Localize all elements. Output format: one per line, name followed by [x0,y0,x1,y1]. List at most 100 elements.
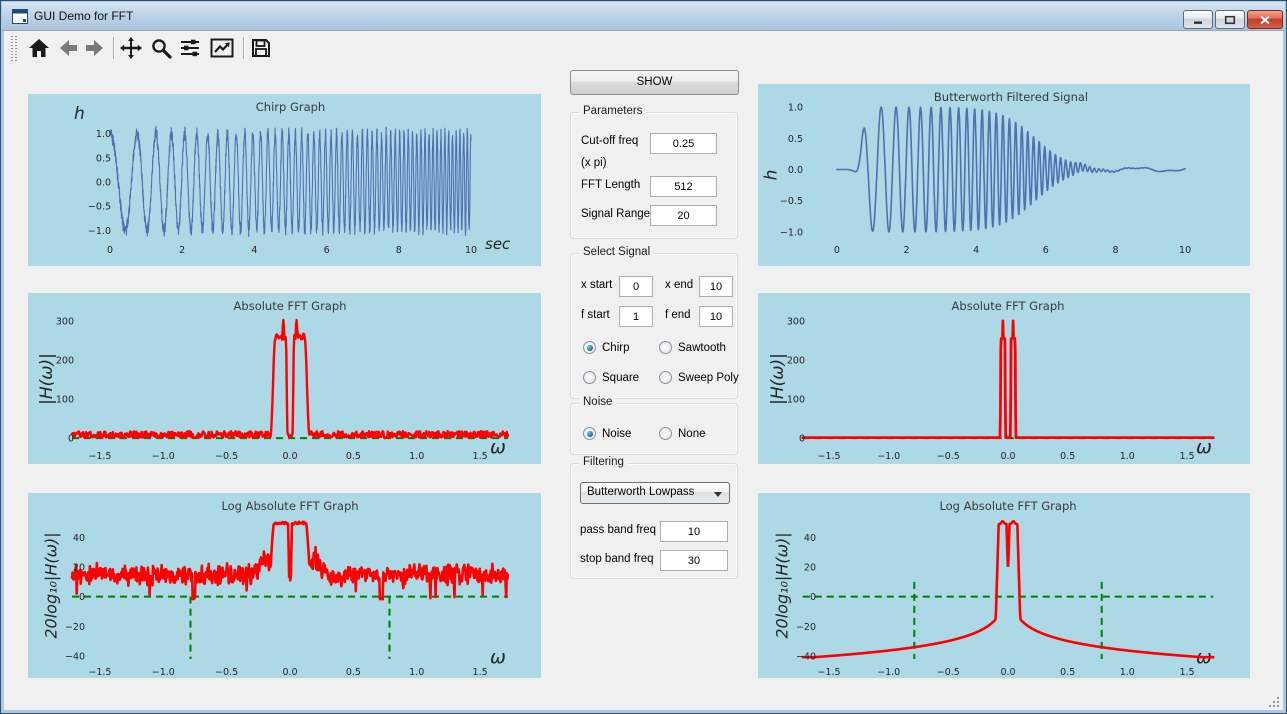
svg-text:2: 2 [903,245,909,256]
svg-text:100: 100 [787,395,805,406]
x-axis-label: sec [485,235,511,253]
svg-text:1.0: 1.0 [788,103,803,114]
x-axis-label: ω [490,646,506,668]
radio-none-label: None [678,428,706,440]
x-axis-label: ω [490,436,506,458]
svg-text:−0.5: −0.5 [88,202,111,213]
stop-band-freq-input[interactable] [660,550,728,571]
fft-length-label: FFT Length [581,179,641,191]
plot-canvas: 0 2 4 6 8 10 1.0 0.5 0.0 −0.5 −1.0 [88,125,477,256]
svg-text:0.0: 0.0 [1000,667,1015,678]
forward-arrow-icon[interactable] [81,34,109,62]
svg-text:−40: −40 [796,652,816,663]
svg-text:−1.0: −1.0 [152,667,175,678]
svg-text:0.5: 0.5 [96,153,111,164]
svg-text:10: 10 [465,245,477,256]
noise-group-label: Noise [579,396,617,408]
select-signal-group-label: Select Signal [579,246,655,258]
figure-butterworth-filtered-signal: Butterworth Filtered Signal h 0 2 4 6 8 10 1.0… [758,84,1250,266]
minimize-button[interactable] [1183,10,1213,29]
noise-groupbox: Noise Noise None [570,396,738,455]
pass-band-freq-label: pass band freq [580,524,657,536]
toolbar-grip[interactable] [15,36,17,61]
svg-text:0: 0 [79,592,85,603]
x-end-input[interactable] [699,276,733,297]
svg-text:0.5: 0.5 [346,667,361,678]
f-end-input[interactable] [699,306,733,327]
cutoff-freq-input[interactable] [650,133,717,154]
plot-canvas: −1.5 −1.0 −0.5 0.0 0.5 1.0 1.5 0 100 200 300 [787,316,1215,462]
f-start-input[interactable] [619,306,653,327]
svg-text:−1.5: −1.5 [88,667,111,678]
plot-title: Chirp Graph [255,100,326,114]
radio-sawtooth[interactable] [659,341,672,354]
maximize-button[interactable] [1215,10,1245,29]
plot-canvas: −1.5 −1.0 −0.5 0.0 0.5 1.0 1.5 0 100 200 300 [56,316,510,462]
radio-none[interactable] [659,427,672,440]
plot-title: Absolute FFT Graph [233,299,347,313]
signal-range-label: Signal Range [581,208,651,220]
svg-text:−0.5: −0.5 [780,196,803,207]
pan-icon[interactable] [117,34,145,62]
show-button[interactable]: SHOW [570,70,739,95]
back-arrow-icon[interactable] [54,34,82,62]
svg-text:−1.0: −1.0 [877,667,900,678]
f-end-label: f end [665,309,691,321]
x-start-input[interactable] [619,276,653,297]
figure-log-abs-fft-filtered: Log Absolute FFT Graph 20log₁₀|H(ω)| ω −… [758,493,1250,678]
radio-square[interactable] [583,371,596,384]
filter-type-dropdown[interactable]: Butterworth Lowpass [580,482,730,504]
svg-text:0.5: 0.5 [1060,667,1075,678]
radio-noise-label: Noise [602,428,632,440]
cutoff-freq-label: Cut-off freq [581,135,639,147]
edit-axes-icon[interactable] [208,34,236,62]
close-button[interactable] [1247,10,1283,29]
svg-text:−1.0: −1.0 [877,451,900,462]
svg-text:0: 0 [810,592,816,603]
window-title: GUI Demo for FFT [34,9,134,23]
svg-text:−1.5: −1.5 [88,451,111,462]
x-axis-label: ω [1196,436,1212,458]
fft-length-input[interactable] [650,176,717,197]
figure-abs-fft: Absolute FFT Graph |H(ω)| ω −1.5 −1.0 −0.5… [28,293,541,464]
zoom-to-rect-icon[interactable] [147,34,175,62]
svg-text:40: 40 [73,533,85,544]
svg-text:40: 40 [804,533,816,544]
title-bar[interactable]: GUI Demo for FFT [2,2,1285,31]
home-icon[interactable] [25,34,53,62]
parameters-group-label: Parameters [579,105,647,117]
radio-noise[interactable] [583,427,596,440]
configure-subplots-icon[interactable] [176,34,204,62]
resize-grip[interactable] [1268,696,1280,708]
plot-toolbar [5,32,1282,65]
svg-text:300: 300 [56,316,74,327]
plot-title: Log Absolute FFT Graph [939,499,1077,513]
svg-text:6: 6 [1043,245,1049,256]
svg-text:−0.5: −0.5 [215,451,238,462]
svg-text:−1.0: −1.0 [88,226,111,237]
radio-sweep-poly-label: Sweep Poly [678,372,739,384]
svg-text:0: 0 [68,434,74,445]
svg-text:1.5: 1.5 [473,667,488,678]
svg-text:−0.5: −0.5 [937,667,960,678]
pass-band-freq-input[interactable] [660,521,728,542]
svg-text:0.5: 0.5 [1060,451,1075,462]
radio-chirp[interactable] [583,341,596,354]
svg-text:0: 0 [107,245,113,256]
svg-text:0.0: 0.0 [96,178,111,189]
radio-sweep-poly[interactable] [659,371,672,384]
svg-text:1.5: 1.5 [1179,667,1194,678]
save-icon[interactable] [247,34,275,62]
svg-text:4: 4 [251,245,257,256]
svg-text:−20: −20 [796,622,816,633]
svg-text:0.0: 0.0 [282,667,297,678]
signal-range-input[interactable] [650,205,717,226]
svg-text:8: 8 [1112,245,1118,256]
svg-text:1.0: 1.0 [1120,451,1135,462]
svg-text:20: 20 [73,563,85,574]
radio-square-label: Square [602,372,640,384]
toolbar-grip[interactable] [11,36,13,61]
svg-text:200: 200 [787,356,805,367]
select-signal-groupbox: Select Signal x start x end f start f en… [570,246,739,399]
